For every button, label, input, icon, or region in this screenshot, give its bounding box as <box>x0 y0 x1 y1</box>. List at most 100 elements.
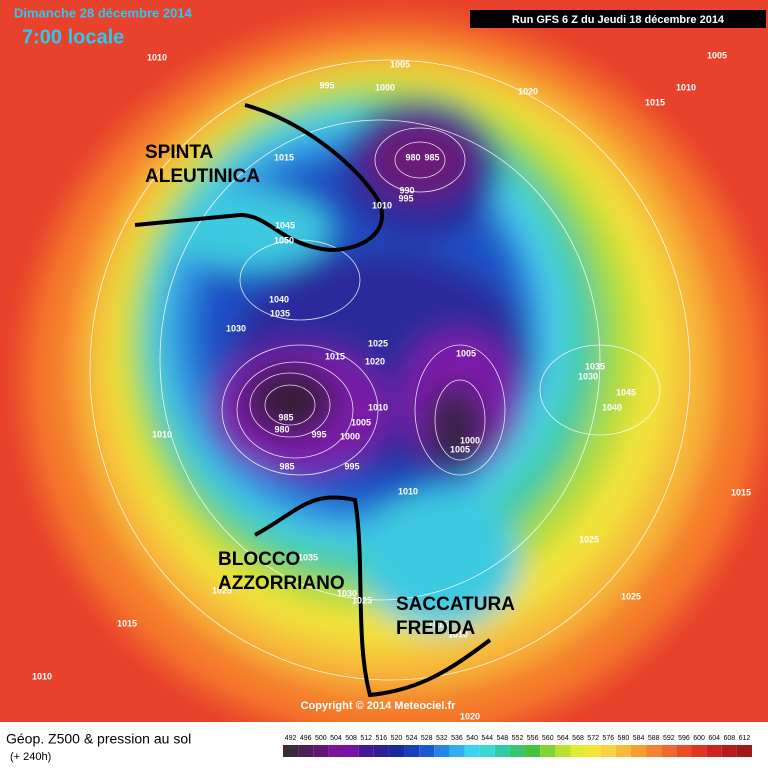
time: 7:00 locale <box>22 26 124 48</box>
isobar-label: 1035 <box>298 552 318 562</box>
isobar-label: 1000 <box>460 435 480 445</box>
run-text: Run GFS 6 Z du Jeudi 18 décembre 2014 <box>512 14 725 26</box>
scale-label: 516 <box>375 735 387 742</box>
isobar-label: 1040 <box>269 294 289 304</box>
isobar-label: 1010 <box>448 629 468 639</box>
isobar-label: 1005 <box>390 59 410 69</box>
annotation: SPINTA <box>145 142 214 163</box>
scale-swatch <box>646 745 662 757</box>
scale-label: 592 <box>663 735 675 742</box>
scale-label: 596 <box>678 735 690 742</box>
date: Dimanche 28 décembre 2014 <box>14 5 193 20</box>
isobar-label: 1030 <box>337 588 357 598</box>
scale-label: 492 <box>285 735 297 742</box>
isobar-label: 990 <box>399 185 414 195</box>
scale-swatch <box>585 745 601 757</box>
isobar-label: 995 <box>319 80 334 90</box>
scale-swatch <box>661 745 677 757</box>
annotation-lines <box>134 103 492 698</box>
scale-swatch <box>328 745 344 757</box>
scale-label: 552 <box>512 735 524 742</box>
scale-swatch <box>404 745 420 757</box>
isobar-label: 1005 <box>351 417 371 427</box>
isobar-label: 1005 <box>707 50 727 60</box>
scale-label: 540 <box>466 735 478 742</box>
isobar-label: 1025 <box>621 591 641 601</box>
isobar-label: 1005 <box>456 348 476 358</box>
isobar-label: 985 <box>279 461 294 471</box>
scale-swatch <box>540 745 556 757</box>
scale-label: 604 <box>708 735 720 742</box>
isobar-label: 1050 <box>274 235 294 245</box>
scale-label: 588 <box>648 735 660 742</box>
run-banner <box>470 10 766 28</box>
scale-swatch <box>358 745 374 757</box>
isobar-label: 1045 <box>275 220 295 230</box>
scale-swatch <box>479 745 495 757</box>
isobar-label: 980 <box>405 152 420 162</box>
scale-label: 560 <box>542 735 554 742</box>
isobar-label: 1030 <box>578 371 598 381</box>
annotation: ALEUTINICA <box>145 166 260 187</box>
scale-swatch <box>615 745 631 757</box>
scale-swatch <box>721 745 737 757</box>
isobar-label: 1005 <box>450 444 470 454</box>
scale-swatch <box>570 745 586 757</box>
isobar-label: 1015 <box>274 152 294 162</box>
isobar-label: 985 <box>424 152 439 162</box>
scale-swatch <box>464 745 480 757</box>
isobar-label: 1020 <box>460 711 480 721</box>
isobar-label: 1020 <box>518 86 538 96</box>
legend-title: Géop. Z500 & pression au sol <box>6 731 191 747</box>
annotation: AZZORRIANO <box>218 573 345 594</box>
annotation: BLOCCO <box>218 549 300 570</box>
isobar-label: 1015 <box>428 619 448 629</box>
isobar-label: 1025 <box>352 595 372 605</box>
scale-label: 608 <box>723 735 735 742</box>
isobar-label: 995 <box>344 461 359 471</box>
scale-swatch <box>449 745 465 757</box>
scale-swatch <box>555 745 571 757</box>
scale-label: 572 <box>587 735 599 742</box>
isobar-label: 1045 <box>616 387 636 397</box>
scale-swatch <box>676 745 692 757</box>
scale-swatch <box>434 745 450 757</box>
isobar-label: 1010 <box>398 486 418 496</box>
scale-label: 500 <box>315 735 327 742</box>
scale-swatch <box>313 745 329 757</box>
scale-label: 524 <box>406 735 418 742</box>
isobar-label: 1000 <box>375 82 395 92</box>
scale-label: 508 <box>345 735 357 742</box>
isobar-label: 1010 <box>32 671 52 681</box>
scale-label: 544 <box>481 735 493 742</box>
color-scale: 492 496 500 504 508 512 516 520 524 528 532 536 540 5… <box>283 735 752 757</box>
scale-swatch <box>419 745 435 757</box>
isobar-label: 995 <box>398 193 413 203</box>
scale-swatch <box>283 745 299 757</box>
scale-label: 568 <box>572 735 584 742</box>
scale-swatch <box>343 745 359 757</box>
isobar-label: 995 <box>311 429 326 439</box>
scale-swatch <box>736 745 752 757</box>
isobar-label: 1015 <box>645 97 665 107</box>
isobar-label: 1020 <box>365 356 385 366</box>
scale-label: 496 <box>300 735 312 742</box>
scale-label: 576 <box>602 735 614 742</box>
isobar-label: 1000 <box>340 431 360 441</box>
scale-swatch <box>630 745 647 757</box>
isobar-label: 1010 <box>368 402 388 412</box>
isobar-label: 1010 <box>152 429 172 439</box>
isobar-label: 1010 <box>372 200 392 210</box>
annotations: SPINTA ALEUTINICA BLOCCO AZZORRIANO SACCATUR… <box>145 142 515 639</box>
isobar-label: 1010 <box>147 52 167 62</box>
isobar-label: 1010 <box>676 82 696 92</box>
scale-label: 564 <box>557 735 569 742</box>
scale-label: 580 <box>618 735 630 742</box>
scale-swatch <box>373 745 389 757</box>
field <box>0 0 768 722</box>
isobar-label: 980 <box>274 424 289 434</box>
scale-label: 600 <box>693 735 705 742</box>
